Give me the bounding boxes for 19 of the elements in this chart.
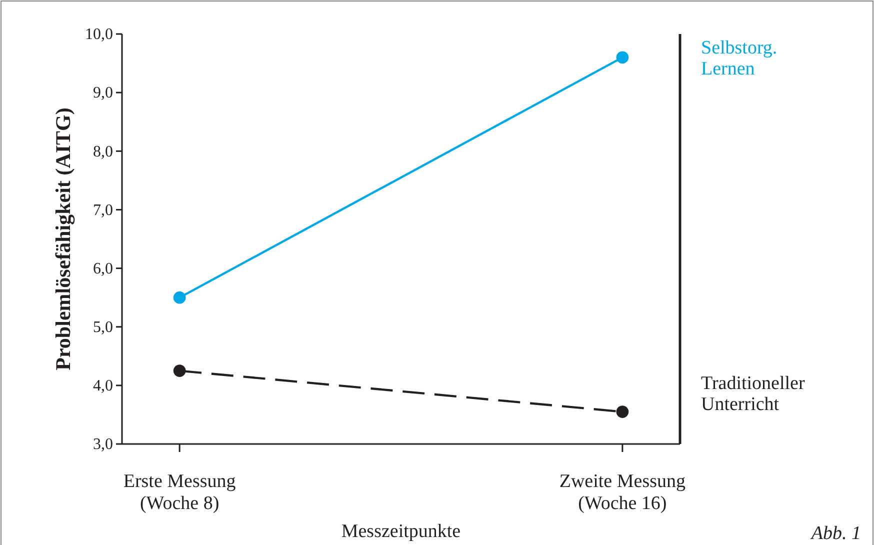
y-tick-label: 7,0 [93, 202, 113, 219]
y-tick-label: 9,0 [93, 84, 113, 102]
y-axis-title: Problemlösefähigkeit (AITG) [51, 108, 75, 370]
y-tick-label: 6,0 [93, 260, 113, 278]
y-tick-label: 4,0 [93, 378, 113, 395]
y-tick-label: 3,0 [93, 436, 113, 454]
point [616, 406, 629, 418]
caption: Abb. 1 [809, 523, 861, 544]
x-axis-title: Messzeitpunkte [341, 521, 461, 542]
point [616, 51, 629, 64]
text: Traditioneller Unterricht [701, 372, 806, 415]
point [173, 364, 186, 377]
y-tick-label: 10,0 [85, 26, 113, 44]
point [173, 291, 186, 304]
y-tick-label: 5,0 [93, 318, 113, 336]
x-tick-label: Zweite Messung (Woche 16) [559, 471, 686, 514]
y-tick-label: 8,0 [93, 143, 113, 160]
x-tick-label: Erste Messung (Woche 8) [123, 471, 236, 514]
text: Selbstorg. Lernen [701, 37, 778, 80]
